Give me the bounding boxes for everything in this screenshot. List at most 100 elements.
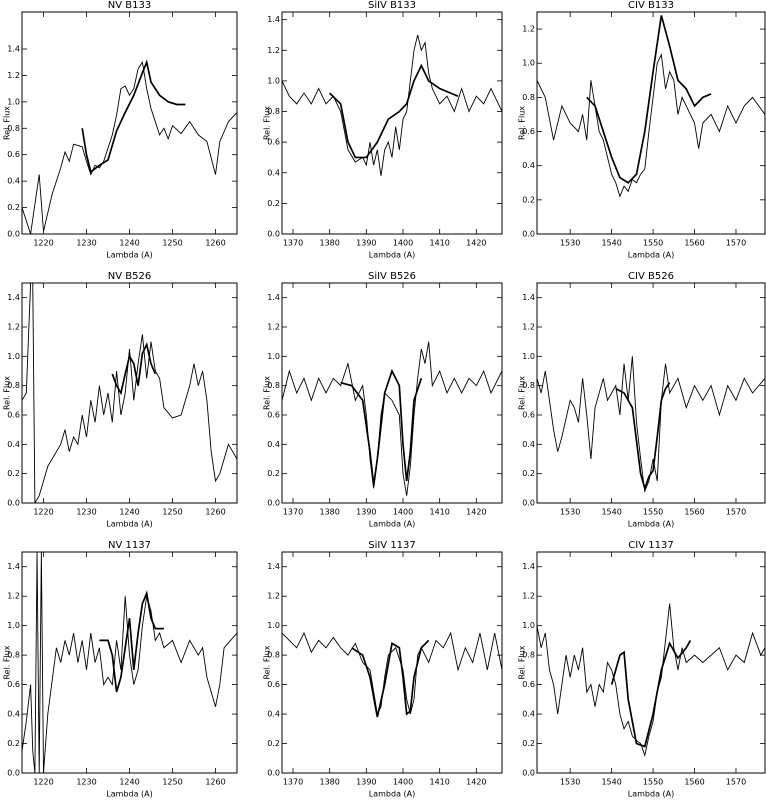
plot-frame bbox=[536, 551, 766, 774]
x-tick-label: 1400 bbox=[393, 508, 413, 517]
x-axis-label: Lambda (A) bbox=[369, 790, 415, 799]
chart-title: NV B133 bbox=[108, 0, 151, 11]
y-tick-label: 1.2 bbox=[267, 592, 280, 601]
chart-title: SiIV B133 bbox=[368, 0, 416, 11]
y-tick-label: 0.8 bbox=[267, 381, 280, 390]
x-tick-label: 1400 bbox=[393, 239, 413, 248]
observed-line bbox=[537, 356, 765, 494]
x-tick-label: 1250 bbox=[162, 508, 182, 517]
model-line bbox=[610, 639, 692, 748]
x-tick-label: 1420 bbox=[466, 508, 486, 517]
y-tick-label: 0.6 bbox=[522, 680, 535, 689]
x-tick-label: 1380 bbox=[319, 778, 339, 787]
y-tick-label: 1.2 bbox=[522, 323, 535, 332]
y-tick-label: 0.6 bbox=[7, 150, 20, 159]
y-tick-label: 0.6 bbox=[7, 680, 20, 689]
x-tick-label: 1390 bbox=[356, 778, 376, 787]
y-tick-label: 1.4 bbox=[522, 562, 535, 571]
x-tick-label: 1250 bbox=[162, 239, 182, 248]
x-tick-label: 1260 bbox=[205, 508, 225, 517]
chart-title: NV 1137 bbox=[108, 540, 151, 551]
panel: NV B133 Lambda (A) Rel. Flux 1220 1230 1240 12… bbox=[3, 0, 238, 260]
x-tick-label: 1230 bbox=[76, 778, 96, 787]
x-tick-label: 1240 bbox=[119, 778, 139, 787]
y-tick-label: 0.4 bbox=[267, 440, 280, 449]
panel: SiIV B133 Lambda (A) Rel. Flux 1370 1380 1390… bbox=[263, 0, 503, 260]
model-line bbox=[111, 342, 157, 396]
y-tick-label: 1.0 bbox=[7, 352, 20, 361]
x-tick-label: 1240 bbox=[119, 239, 139, 248]
y-tick-label: 1.4 bbox=[267, 15, 280, 24]
model-line bbox=[615, 382, 671, 492]
chart-title: CIV B526 bbox=[628, 271, 674, 282]
y-tick-label: 0.6 bbox=[522, 127, 535, 136]
y-tick-label: 0.6 bbox=[267, 138, 280, 147]
y-tick-label: 1.0 bbox=[267, 76, 280, 85]
chart-title: SiIV 1137 bbox=[368, 540, 416, 551]
panel: NV 1137 Lambda (A) Rel. Flux 1220 1230 1240 12… bbox=[3, 540, 238, 799]
x-tick-label: 1390 bbox=[356, 239, 376, 248]
panel: NV B526 Lambda (A) Rel. Flux 1220 1230 1240 12… bbox=[3, 271, 238, 529]
x-tick-label: 1370 bbox=[283, 508, 303, 517]
y-tick-label: 1.0 bbox=[267, 621, 280, 630]
panel: CIV B133 Lambda (A) Rel. Flux 1530 1540 1550 1… bbox=[518, 0, 766, 260]
y-tick-label: 1.0 bbox=[522, 621, 535, 630]
panel: SiIV B526 Lambda (A) Rel. Flux 1370 1380 1390… bbox=[263, 271, 503, 529]
y-axis-label: Rel. Flux bbox=[263, 106, 272, 140]
plot-frame bbox=[536, 282, 766, 504]
chart-title: CIV B133 bbox=[628, 0, 674, 11]
chart-title: NV B526 bbox=[108, 271, 151, 282]
y-axis-label: Rel. Flux bbox=[518, 376, 527, 410]
y-tick-label: 0.8 bbox=[522, 651, 535, 660]
x-tick-label: 1230 bbox=[76, 239, 96, 248]
y-tick-label: 0.8 bbox=[7, 651, 20, 660]
plot-frame bbox=[281, 11, 503, 235]
model-line bbox=[351, 639, 430, 718]
x-tick-label: 1260 bbox=[205, 778, 225, 787]
y-tick-label: 0.4 bbox=[7, 177, 20, 186]
observed-line bbox=[537, 603, 765, 757]
y-tick-label: 1.0 bbox=[7, 97, 20, 106]
y-tick-label: 1.4 bbox=[7, 45, 20, 54]
x-tick-label: 1550 bbox=[643, 778, 663, 787]
y-tick-label: 1.0 bbox=[522, 59, 535, 68]
model-line bbox=[99, 590, 164, 693]
x-tick-label: 1560 bbox=[684, 239, 704, 248]
chart-title: CIV 1137 bbox=[628, 540, 673, 551]
x-tick-label: 1220 bbox=[33, 508, 53, 517]
panel: SiIV 1137 Lambda (A) Rel. Flux 1370 1380 1390… bbox=[263, 540, 503, 799]
plot-frame bbox=[281, 282, 503, 504]
y-axis-label: Rel. Flux bbox=[3, 645, 12, 679]
y-tick-label: 0.4 bbox=[522, 440, 535, 449]
x-tick-label: 1420 bbox=[466, 239, 486, 248]
y-tick-label: 0.2 bbox=[7, 203, 20, 212]
x-axis-label: Lambda (A) bbox=[628, 520, 674, 529]
y-tick-label: 1.4 bbox=[522, 293, 535, 302]
x-tick-label: 1240 bbox=[119, 508, 139, 517]
x-axis-label: Lambda (A) bbox=[369, 520, 415, 529]
model-line bbox=[81, 59, 186, 174]
x-tick-label: 1370 bbox=[283, 778, 303, 787]
chart-title: SiIV B526 bbox=[368, 271, 416, 282]
y-tick-label: 0.4 bbox=[267, 168, 280, 177]
y-tick-label: 1.0 bbox=[267, 352, 280, 361]
y-axis-label: Rel. Flux bbox=[3, 106, 12, 140]
x-tick-label: 1230 bbox=[76, 508, 96, 517]
x-tick-label: 1220 bbox=[33, 778, 53, 787]
y-tick-label: 0.2 bbox=[267, 469, 280, 478]
y-tick-label: 0.0 bbox=[522, 499, 535, 508]
y-tick-label: 0.2 bbox=[522, 739, 535, 748]
y-tick-label: 0.0 bbox=[522, 769, 535, 778]
plot-frame bbox=[21, 551, 238, 774]
observed-line bbox=[22, 283, 237, 503]
y-tick-label: 0.2 bbox=[522, 469, 535, 478]
model-line bbox=[340, 368, 423, 486]
y-tick-label: 1.4 bbox=[267, 562, 280, 571]
y-tick-label: 0.2 bbox=[7, 469, 20, 478]
y-tick-label: 0.4 bbox=[7, 440, 20, 449]
panel: CIV B526 Lambda (A) Rel. Flux 1530 1540 1550 1… bbox=[518, 271, 766, 529]
y-tick-label: 0.2 bbox=[267, 199, 280, 208]
x-tick-label: 1380 bbox=[319, 239, 339, 248]
y-axis-label: Rel. Flux bbox=[518, 106, 527, 140]
